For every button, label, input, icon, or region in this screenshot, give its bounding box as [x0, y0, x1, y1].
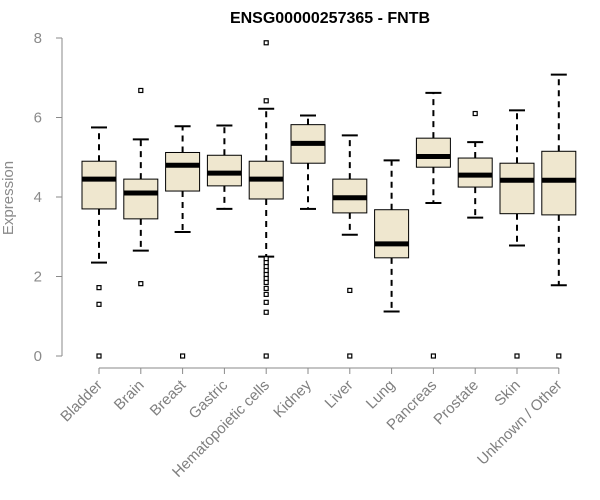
outlier-point: [430, 353, 436, 359]
y-tick-label: 2: [34, 269, 42, 286]
iqr-box: [81, 160, 117, 210]
box-liver: [332, 134, 368, 359]
x-category-label: Prostate: [430, 377, 482, 429]
y-axis: 0 2 4 6 8: [34, 30, 63, 365]
y-axis-title: Expression: [0, 161, 17, 235]
x-category-label: Breast: [147, 376, 190, 419]
box-series: [81, 40, 577, 359]
outlier-point: [347, 287, 353, 294]
y-tick-label: 0: [34, 348, 42, 365]
x-category-label: Kidney: [270, 376, 315, 421]
outlier-point: [472, 110, 478, 117]
outlier-point: [263, 98, 269, 104]
chart-title: ENSG00000257365 - FNTB: [230, 10, 430, 27]
x-category-label: Brain: [111, 377, 148, 414]
y-tick-label: 4: [34, 189, 42, 206]
box-prostate: [457, 110, 493, 219]
outlier-point: [263, 299, 269, 305]
box-unknown-other: [541, 73, 577, 359]
outlier-point: [96, 353, 102, 359]
y-tick-label: 6: [34, 110, 42, 127]
outlier-point: [138, 87, 144, 94]
iqr-box: [165, 151, 201, 192]
outlier-point: [347, 353, 353, 359]
x-category-label: Liver: [322, 377, 357, 412]
iqr-box: [374, 209, 410, 259]
box-brain: [123, 87, 159, 287]
outlier-point: [138, 281, 144, 287]
box-gastric: [206, 124, 242, 210]
outlier-point: [263, 291, 269, 297]
box-pancreas: [415, 91, 451, 359]
outlier-point: [263, 40, 269, 46]
box-kidney: [290, 114, 326, 210]
box-bladder: [81, 126, 117, 359]
iqr-box: [415, 137, 451, 168]
iqr-box: [123, 178, 159, 220]
outlier-point: [263, 285, 269, 292]
box-hematopoietic-cells: [248, 40, 284, 359]
iqr-box: [457, 157, 493, 188]
outlier-point: [263, 353, 269, 359]
outlier-point: [96, 301, 102, 307]
outlier-point: [263, 309, 269, 315]
outlier-point: [96, 285, 102, 291]
box-lung: [374, 159, 410, 313]
x-category-label: Bladder: [57, 377, 106, 426]
box-skin: [499, 109, 535, 359]
iqr-box: [541, 150, 577, 216]
outlier-point: [514, 353, 520, 359]
x-category-label: Lung: [363, 377, 399, 413]
iqr-box: [499, 162, 535, 215]
outlier-point: [263, 279, 269, 286]
x-category-label: Skin: [491, 377, 524, 410]
iqr-box: [206, 154, 242, 187]
outlier-point: [180, 353, 186, 359]
box-breast: [165, 125, 201, 359]
y-tick-label: 8: [34, 30, 42, 47]
outlier-point: [556, 353, 562, 359]
